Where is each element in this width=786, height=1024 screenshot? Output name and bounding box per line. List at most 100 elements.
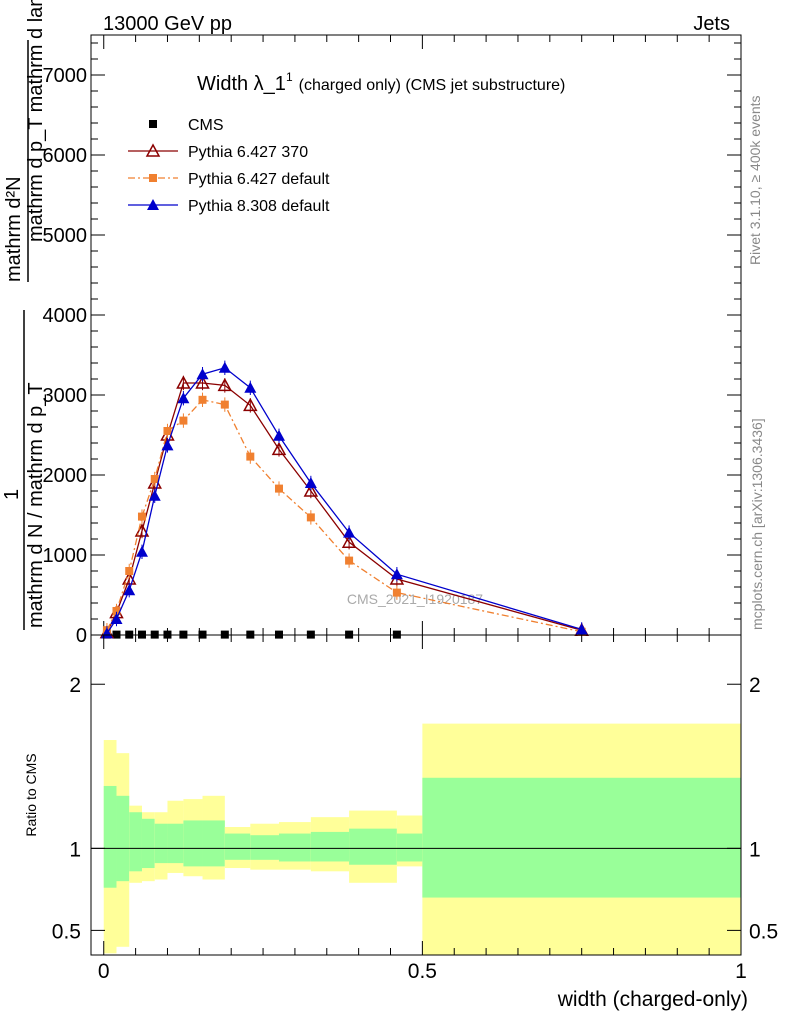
data-point	[343, 526, 356, 538]
data-point	[177, 392, 190, 404]
data-point	[217, 377, 233, 392]
ratio-ytick-label: 1	[69, 838, 81, 861]
data-point	[303, 483, 319, 497]
ratio-band-inner	[396, 833, 423, 862]
data-point	[341, 534, 357, 548]
data-point	[163, 427, 172, 435]
ratio-ytick-label: 2	[69, 674, 81, 697]
ratio-band-inner	[202, 820, 225, 867]
main-ylabel: mathrm d²N mathrm d p_T mathrm d lambda …	[1, 0, 47, 630]
ratio-band-inner	[278, 833, 311, 862]
data-point	[304, 477, 317, 488]
series-line	[106, 399, 582, 633]
legend-marker	[147, 199, 159, 210]
ratio-band-inner	[349, 828, 397, 865]
ratio-band-inner	[422, 777, 741, 898]
main-ticks: 0 1000 2000 3000 4000 5000 6000 7000	[43, 35, 742, 647]
xtick-label: 0	[98, 960, 110, 983]
data-point	[125, 567, 134, 575]
data-point	[161, 439, 174, 451]
ratio-band-inner	[103, 785, 117, 888]
header-energy: 13000 GeV pp	[103, 13, 232, 35]
header-category: Jets	[693, 13, 730, 35]
ratio-band-inner	[141, 818, 155, 869]
legend-entry: Pythia 8.308 default	[128, 198, 330, 215]
data-point	[112, 607, 121, 615]
ytick-label: 7000	[43, 65, 88, 87]
ratio-band-inner	[129, 812, 142, 872]
data-point	[274, 484, 283, 493]
ytick-label: 2000	[43, 465, 88, 487]
data-point	[575, 623, 588, 635]
data-point	[243, 397, 258, 412]
ratio-ticks: 0.5 0.51 12 20 0.5 1	[52, 635, 778, 983]
chart-title-rest: (charged only) (CMS jet substructure)	[299, 77, 566, 94]
legend-entry: CMS	[149, 117, 224, 134]
ylabel-fraction-one: 1	[1, 489, 23, 500]
legend-marker	[145, 143, 161, 157]
data-point	[110, 613, 123, 624]
main-series	[99, 360, 589, 639]
data-point	[272, 429, 285, 441]
ratio-band-inner	[224, 833, 251, 860]
data-point	[271, 441, 287, 456]
ratio-band-inner	[167, 823, 184, 864]
data-point	[176, 375, 191, 389]
ylabel-bottom-text: mathrm d N / mathrm d p_T	[25, 382, 47, 628]
legend-label: Pythia 6.427 default	[188, 171, 330, 188]
series-3	[100, 360, 588, 639]
ratio-ytick-label-right: 1	[749, 838, 761, 861]
data-point	[392, 588, 401, 597]
xtick-label: 1	[735, 960, 747, 983]
analysis-watermark: CMS_2021_I1920187	[347, 591, 483, 607]
data-point	[198, 395, 207, 404]
legend-entry: Pythia 6.427 default	[128, 171, 330, 188]
ytick-label: 3000	[43, 385, 88, 407]
data-point	[390, 568, 403, 580]
ytick-label: 4000	[43, 305, 88, 327]
series-line	[106, 382, 582, 633]
ylabel-top-denominator: mathrm d p_T mathrm d lambda	[25, 0, 47, 242]
ratio-band-inner	[116, 795, 130, 882]
chart-title-main: Width λ_1	[197, 73, 286, 95]
data-point	[179, 416, 188, 425]
ytick-label: 1000	[43, 545, 88, 567]
data-point	[196, 368, 209, 380]
legend-label: Pythia 8.308 default	[188, 198, 330, 215]
ratio-band-inner	[310, 831, 350, 862]
data-point	[220, 400, 229, 409]
legend-label: Pythia 6.427 370	[188, 144, 308, 161]
legend-marker	[149, 120, 157, 128]
legend: CMS Pythia 6.427 370 Pythia 6.427 default P…	[128, 117, 330, 215]
chart-title: Width λ_11 (charged only) (CMS jet substr…	[197, 70, 565, 95]
legend-marker	[149, 174, 157, 182]
data-point	[123, 584, 136, 596]
ratio-band-inner	[154, 823, 168, 864]
data-point	[137, 512, 146, 521]
data-point	[246, 452, 255, 461]
rivet-version-label: Rivet 3.1.10, ≥ 400k events	[747, 95, 763, 265]
mcplots-label: mcplots.cern.ch [arXiv:1306.3436]	[749, 418, 765, 630]
ytick-label: 6000	[43, 145, 88, 167]
data-point	[135, 545, 148, 557]
series-2	[102, 392, 586, 636]
ratio-plot: 0.5 0.51 12 20 0.5 1 Ratio to CMS width (char…	[23, 634, 778, 1011]
legend-label: CMS	[188, 117, 224, 134]
ratio-ytick-label-right: 0.5	[749, 920, 778, 943]
ratio-ylabel: Ratio to CMS	[23, 753, 39, 836]
data-point	[306, 513, 315, 522]
data-point	[148, 489, 161, 501]
legend-entry: Pythia 6.427 370	[128, 143, 308, 161]
ratio-bands	[91, 723, 741, 955]
ytick-label: 5000	[43, 225, 88, 247]
ratio-band-inner	[183, 820, 203, 867]
ratio-ytick-label: 0.5	[52, 920, 81, 943]
main-plot: 0 1000 2000 3000 4000 5000 6000 7000 CMS_2021_I…	[43, 34, 742, 647]
series-1	[99, 375, 589, 639]
data-point	[345, 556, 354, 565]
ratio-band-inner	[250, 835, 279, 860]
ytick-label: 0	[76, 625, 87, 647]
ratio-plot-frame	[90, 634, 742, 956]
data-point	[150, 475, 159, 483]
